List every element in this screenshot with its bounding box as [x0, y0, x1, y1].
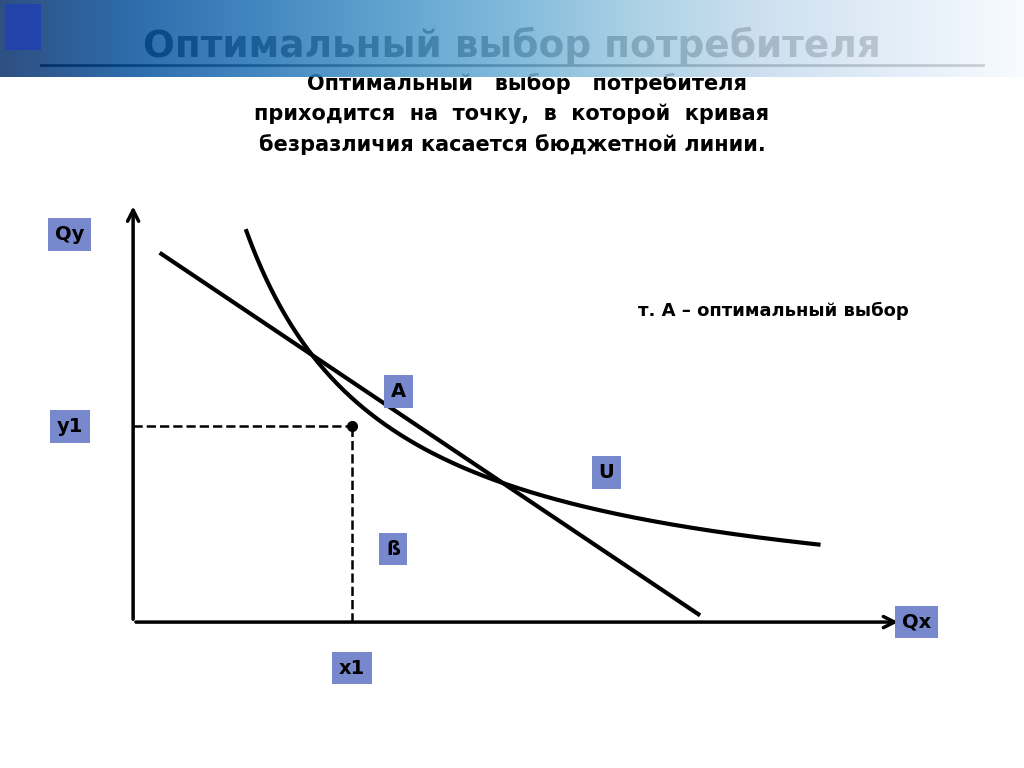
Text: Qy: Qy	[55, 225, 84, 243]
Text: Оптимальный выбор потребителя: Оптимальный выбор потребителя	[143, 27, 881, 65]
Bar	[5, 4, 41, 50]
Text: Оптимальный   выбор   потребителя
приходится  на  точку,  в  которой  кривая
без: Оптимальный выбор потребителя приходится…	[254, 73, 770, 155]
Text: Qx: Qx	[902, 613, 931, 631]
Text: U: U	[599, 463, 614, 482]
Text: A: A	[391, 382, 406, 401]
Text: ß: ß	[386, 540, 400, 558]
Text: т. А – оптимальный выбор: т. А – оптимальный выбор	[638, 302, 908, 320]
Text: y1: y1	[56, 417, 83, 435]
Text: x1: x1	[339, 659, 366, 677]
